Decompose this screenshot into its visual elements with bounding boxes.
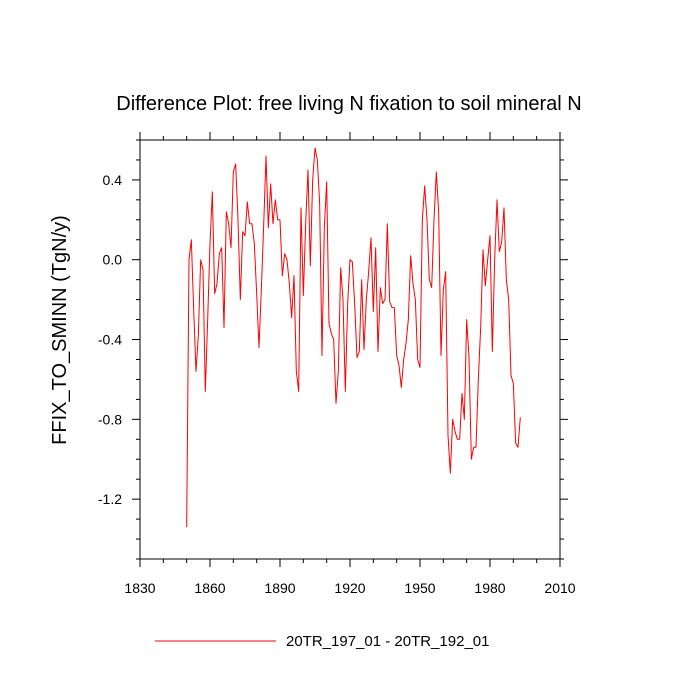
plot-area: 1830 1860 1890 1920 1950 1980 2010 -1.2 -0.8 -0.4…	[98, 132, 576, 596]
x-tick-label: 1920	[334, 580, 365, 596]
chart-title: Difference Plot: free living N fixation …	[116, 93, 581, 115]
x-tick-label: 1860	[194, 580, 225, 596]
y-tick-label: -1.2	[98, 491, 122, 507]
x-tick-label: 1830	[124, 580, 155, 596]
series-line	[186, 147, 521, 528]
y-tick-label: -0.8	[98, 411, 122, 427]
x-tick-label: 1980	[474, 580, 505, 596]
legend-label: 20TR_197_01 - 20TR_192_01	[286, 633, 489, 650]
y-tick-label: 0.4	[103, 172, 123, 188]
y-tick-label: -0.4	[98, 332, 122, 348]
x-tick-label: 2010	[544, 580, 575, 596]
y-axis-label: FFIX_TO_SMINN (TgN/y)	[49, 215, 71, 445]
legend: 20TR_197_01 - 20TR_192_01	[155, 633, 489, 650]
x-tick-label: 1890	[264, 580, 295, 596]
x-tick-label: 1950	[404, 580, 435, 596]
y-tick-label: 0.0	[103, 252, 123, 268]
